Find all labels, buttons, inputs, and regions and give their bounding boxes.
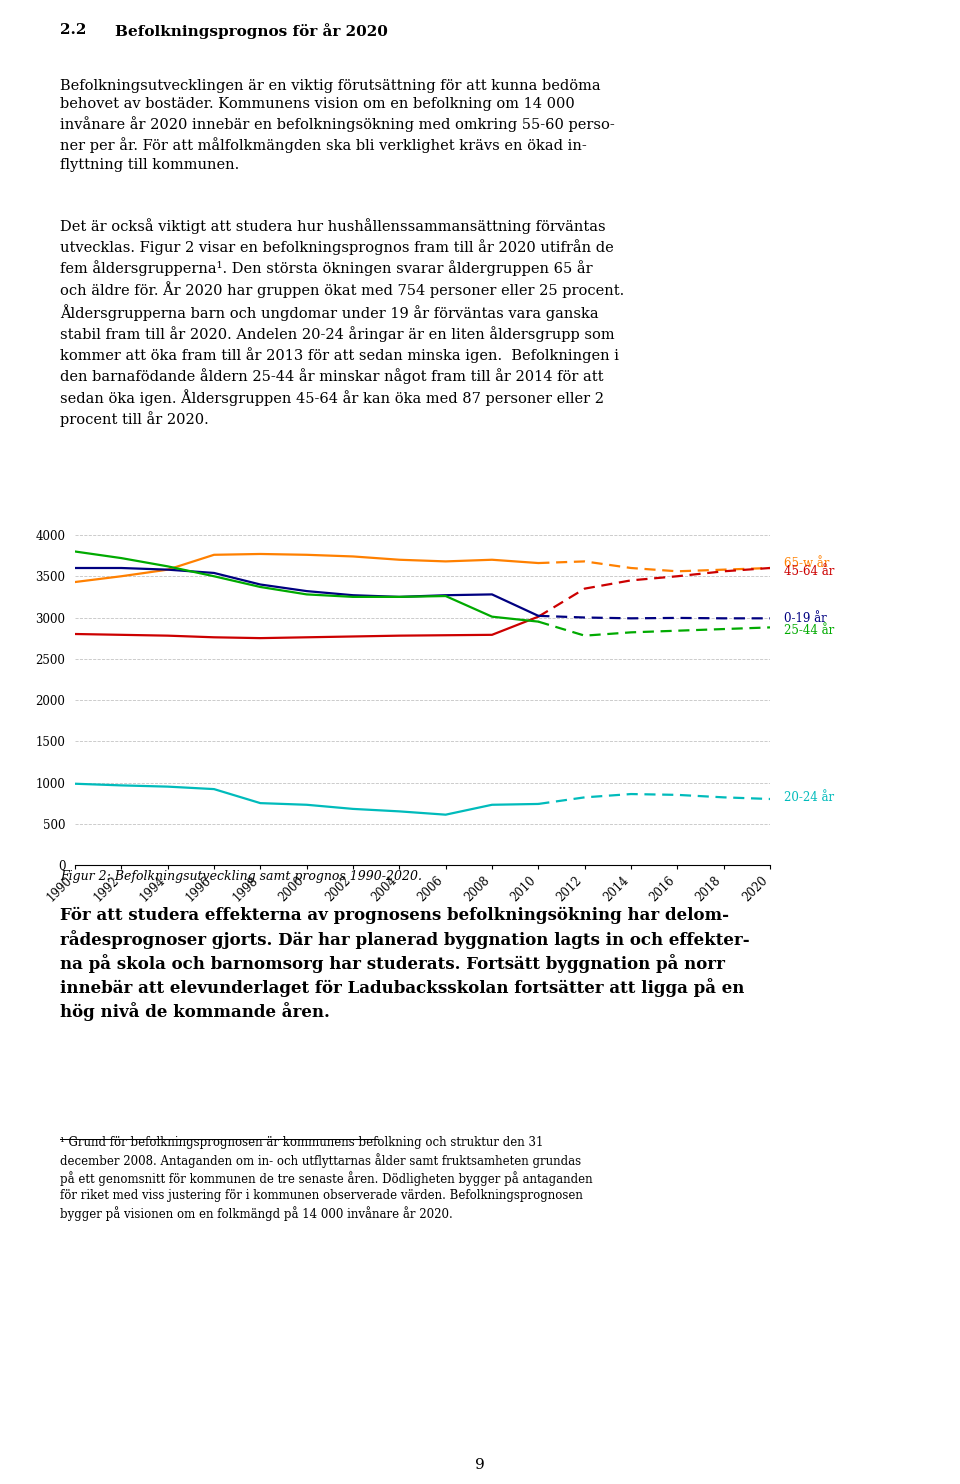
Text: ¹ Grund för befolkningsprognosen är kommunens befolkning och struktur den 31
dec: ¹ Grund för befolkningsprognosen är komm… xyxy=(60,1137,592,1221)
Text: 0-19 år: 0-19 år xyxy=(783,611,827,625)
Text: 2.2: 2.2 xyxy=(60,22,86,37)
Text: 65-w år: 65-w år xyxy=(783,556,828,570)
Text: 25-44 år: 25-44 år xyxy=(783,625,834,637)
Text: 45-64 år: 45-64 år xyxy=(783,565,834,577)
Text: Figur 2: Befolkningsutveckling samt prognos 1990-2020.: Figur 2: Befolkningsutveckling samt prog… xyxy=(60,870,422,883)
Text: 20-24 år: 20-24 år xyxy=(783,791,833,804)
Text: 9: 9 xyxy=(475,1459,485,1472)
Text: Befolkningsprognos för år 2020: Befolkningsprognos för år 2020 xyxy=(114,22,388,39)
Text: För att studera effekterna av prognosens befolkningsökning har delom-
rådesprogn: För att studera effekterna av prognosens… xyxy=(60,907,750,1021)
Text: Det är också viktigt att studera hur hushållenssammansättning förväntas
utveckla: Det är också viktigt att studera hur hus… xyxy=(60,218,624,427)
Text: Befolkningsutvecklingen är en viktig förutsättning för att kunna bedöma
behovet : Befolkningsutvecklingen är en viktig för… xyxy=(60,79,614,172)
